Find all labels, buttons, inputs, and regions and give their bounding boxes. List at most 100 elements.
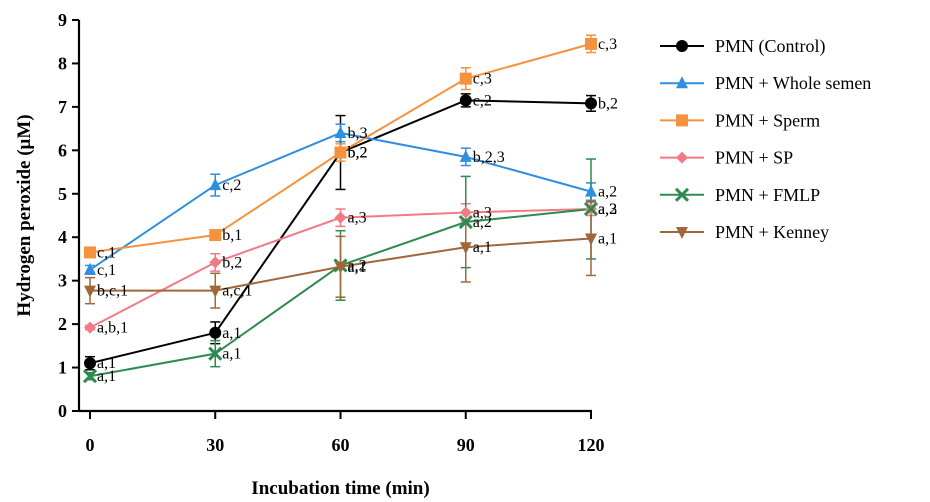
significance-label: b,1 (222, 227, 242, 244)
significance-label: a,1 (598, 231, 617, 248)
legend-label: PMN (Control) (715, 36, 826, 57)
x-marker-stroke (208, 346, 223, 361)
error-bars (85, 34, 596, 381)
significance-label: a,2 (348, 257, 367, 274)
diamond-marker (84, 321, 96, 334)
x-marker (674, 187, 690, 202)
significance-label: c,1 (97, 244, 116, 261)
triangle-up-marker (459, 149, 472, 162)
triangle-down-marker (459, 242, 472, 255)
triangle-down-marker (585, 233, 597, 246)
x-tick-label: 0 (86, 435, 95, 455)
x-tick-label: 90 (457, 435, 475, 455)
significance-label: b,c,1 (97, 283, 128, 300)
significance-label: a,b,1 (97, 320, 128, 337)
significance-label: c,2 (222, 177, 241, 194)
x-tick-label: 120 (578, 435, 605, 455)
circle-marker (585, 97, 597, 110)
significance-label: b,2 (598, 95, 618, 112)
data-markers (82, 37, 599, 384)
significance-label: c,3 (473, 71, 492, 88)
y-tick-label: 3 (58, 271, 67, 291)
diamond-marker (676, 151, 688, 164)
triangle-up-marker (585, 184, 597, 197)
circle-marker (84, 357, 96, 370)
triangle-up-marker (209, 178, 222, 191)
significance-label: a,2 (598, 184, 617, 201)
significance-label: a,c,1 (222, 283, 252, 300)
significance-label: a,1 (97, 355, 116, 372)
legend-item: PMN + FMLP (660, 185, 820, 205)
significance-label: c,3 (598, 36, 617, 53)
y-tick-label: 9 (58, 10, 67, 30)
diamond-marker (209, 256, 222, 269)
significance-label: b,2 (348, 145, 368, 162)
triangle-up-marker (334, 125, 347, 138)
significance-label: a,3 (473, 204, 492, 221)
significance-label: b,3 (348, 125, 368, 142)
legend-label: PMN + FMLP (715, 185, 820, 205)
diamond-marker (334, 211, 347, 224)
legend-item: PMN + SP (660, 148, 793, 168)
square-marker (84, 246, 96, 259)
significance-label: c,2 (473, 92, 492, 109)
legend: PMN (Control) PMN + Whole semen PMN + Sper… (660, 36, 871, 242)
triangle-up-marker (676, 76, 688, 89)
triangle-down-marker (84, 285, 96, 298)
y-tick-label: 2 (58, 314, 67, 334)
y-tick-label: 4 (58, 227, 67, 247)
y-tick-label: 1 (58, 358, 67, 378)
significance-label: a,3 (598, 201, 617, 218)
circle-marker (209, 326, 222, 339)
x-marker (208, 346, 223, 361)
significance-labels: a,1 a,1 b,2 c,2 b,2 c,1 c,2 b,3 b,2,3 a,2 c,1 b,1 b,… (97, 36, 618, 385)
square-marker (676, 114, 688, 127)
diamond-marker (459, 206, 472, 219)
significance-label: c,1 (97, 262, 116, 279)
legend-item: PMN + Sperm (660, 110, 820, 130)
significance-label: a,1 (348, 259, 367, 276)
legend-label: PMN + SP (715, 148, 793, 168)
significance-label: a,1 (222, 325, 241, 342)
x-marker (458, 214, 473, 230)
x-marker (82, 369, 98, 384)
x-marker-stroke (458, 214, 473, 230)
significance-label: a,1 (473, 239, 492, 256)
circle-marker (459, 94, 472, 107)
square-marker (585, 37, 597, 50)
square-marker (334, 146, 347, 159)
significance-label: a,1 (222, 346, 241, 363)
legend-label: PMN + Whole semen (715, 73, 871, 93)
y-tick-label: 0 (58, 401, 67, 421)
triangle-down-marker (209, 285, 222, 298)
significance-label: a,3 (348, 210, 367, 227)
x-marker-stroke (583, 201, 599, 217)
legend-item: PMN + Whole semen (660, 73, 871, 93)
significance-label: b,2,3 (473, 149, 505, 166)
square-marker (459, 72, 472, 85)
significance-label: b,2 (222, 254, 242, 271)
legend-item: PMN + Kenney (660, 222, 829, 242)
y-axis-title: Hydrogen peroxide (μM) (14, 114, 35, 316)
legend-label: PMN + Sperm (715, 110, 820, 130)
x-marker-stroke (674, 187, 690, 202)
legend-label: PMN + Kenney (715, 222, 829, 242)
legend-item: PMN (Control) (660, 36, 826, 57)
significance-label: b,2 (348, 145, 368, 162)
x-axis-title: Incubation time (min) (251, 478, 429, 499)
triangle-up-marker (84, 262, 96, 275)
y-tick-label: 5 (58, 184, 67, 204)
y-tick-label: 8 (58, 53, 67, 73)
x-marker (583, 201, 599, 217)
x-marker-stroke (82, 369, 98, 384)
significance-label: a,2 (598, 201, 617, 218)
square-marker (209, 229, 222, 242)
y-tick-label: 6 (58, 140, 67, 160)
triangle-down-marker (676, 227, 688, 239)
y-tick-label: 7 (58, 97, 67, 117)
x-tick-label: 30 (206, 435, 224, 455)
triangle-down-marker (334, 261, 347, 274)
x-tick-label: 60 (332, 435, 350, 455)
circle-marker (676, 40, 688, 52)
